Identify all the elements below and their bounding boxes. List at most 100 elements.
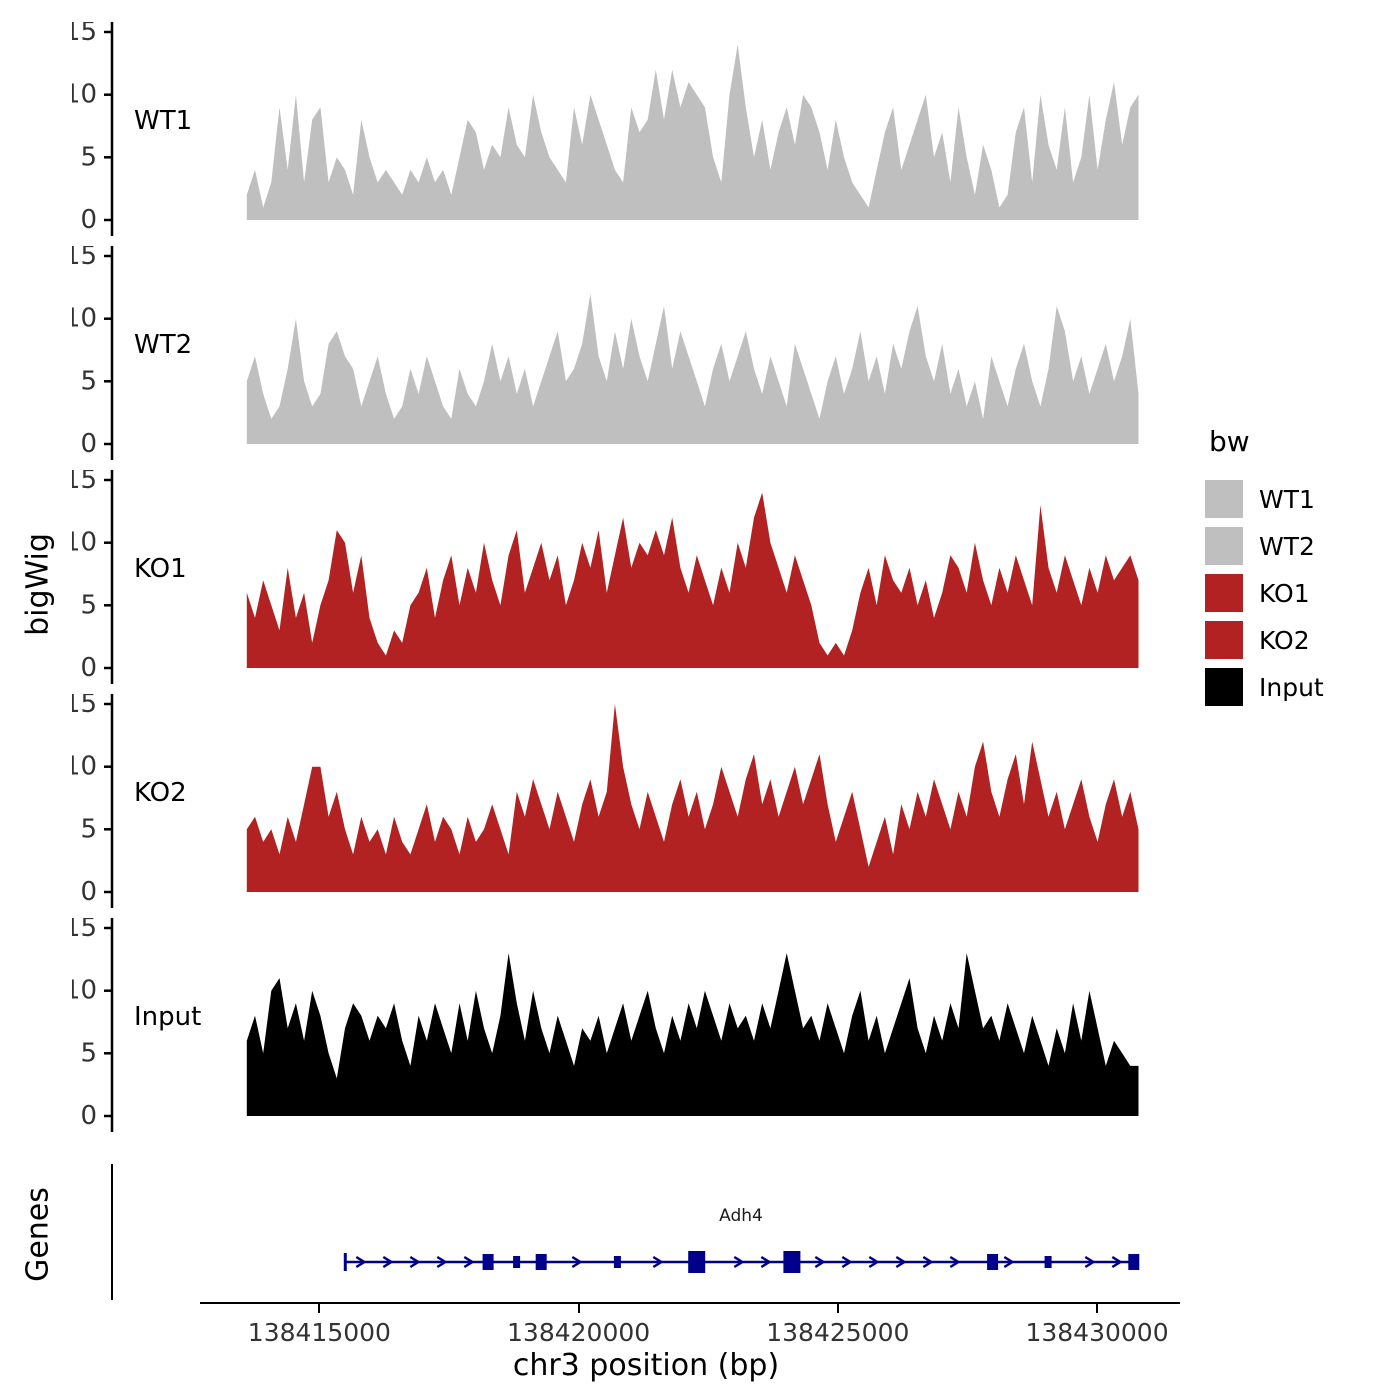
strand-arrow-icon — [571, 1255, 583, 1269]
track-label-ko2: KO2 — [134, 778, 187, 808]
strand-arrow-icon — [868, 1255, 880, 1269]
track-label-input: Input — [134, 1002, 202, 1032]
area-chart-ko2: 15 10 5 0 — [72, 694, 1139, 908]
track-panel-wt2: 15 10 5 0 WT2 — [72, 246, 1180, 460]
legend-item-label-wt1: WT1 — [1259, 484, 1315, 514]
strand-arrow-icon — [949, 1255, 961, 1269]
y-tick-label: 5 — [80, 366, 97, 396]
y-tick-label: 5 — [80, 814, 97, 844]
y-tick-label: 15 — [72, 22, 97, 47]
area-chart-ko1: 15 10 5 0 — [72, 470, 1139, 684]
strand-arrow-icon — [355, 1255, 367, 1269]
track-panel-ko1: 15 10 5 0 KO1 — [72, 470, 1180, 684]
y-tick-label: 0 — [80, 205, 97, 235]
exon-box — [688, 1251, 706, 1273]
area-shape — [246, 44, 1139, 220]
gene-name-label: Adh4 — [719, 1206, 763, 1226]
area-shape — [246, 492, 1139, 668]
area-shape — [246, 953, 1139, 1116]
track-label-wt1: WT1 — [134, 106, 193, 136]
y-tick-label: 15 — [72, 694, 97, 719]
exon-box — [1044, 1256, 1052, 1268]
exon-box — [513, 1256, 521, 1268]
area-chart-wt2: 15 10 5 0 — [72, 246, 1139, 460]
legend-item-ko1: KO1 — [1205, 574, 1395, 612]
y-tick-label: 5 — [80, 142, 97, 172]
y-tick-label: 10 — [72, 752, 97, 782]
y-tick-label: 15 — [72, 470, 97, 495]
track-panel-ko2: 15 10 5 0 KO2 — [72, 694, 1180, 908]
strand-arrow-icon — [436, 1255, 448, 1269]
strand-arrow-icon — [922, 1255, 934, 1269]
legend-item-input: Input — [1205, 668, 1395, 706]
track-label-ko1: KO1 — [134, 554, 187, 584]
y-tick-label: 15 — [72, 246, 97, 271]
x-tick-label-1: 138415000 — [247, 1318, 391, 1347]
exon-box — [535, 1254, 547, 1270]
legend-item-label-wt2: WT2 — [1259, 531, 1315, 561]
legend-item-label-input: Input — [1259, 672, 1324, 702]
legend-swatch-ko1 — [1205, 574, 1243, 612]
area-shape — [246, 293, 1139, 444]
strand-arrow-icon — [1084, 1255, 1096, 1269]
genes-panel-label: Genes — [20, 1187, 56, 1282]
strand-arrow-icon — [733, 1255, 745, 1269]
y-tick-label: 5 — [80, 1038, 97, 1068]
area-chart-input: 15 10 5 0 — [72, 918, 1139, 1132]
strand-arrow-icon — [409, 1255, 421, 1269]
area-chart-wt1: 15 10 5 0 — [72, 22, 1139, 236]
x-tick-label-2: 138420000 — [507, 1318, 651, 1347]
legend-item-wt1: WT1 — [1205, 480, 1395, 518]
track-panel-wt1: 15 10 5 0 WT1 — [72, 22, 1180, 236]
genes-axis-line — [111, 1164, 113, 1300]
strand-arrow-icon — [841, 1255, 853, 1269]
x-tick-mark — [318, 1304, 321, 1313]
x-tick-mark — [836, 1304, 839, 1313]
y-tick-label: 10 — [72, 976, 97, 1006]
x-tick-mark — [577, 1304, 580, 1313]
track-panels: 15 10 5 0 WT1 15 10 5 0 WT2 15 10 5 0 KO1 15 10 5 0 … — [72, 22, 1180, 1142]
legend-item-label-ko1: KO1 — [1259, 578, 1310, 608]
y-tick-label: 10 — [72, 80, 97, 110]
y-tick-label: 0 — [80, 429, 97, 459]
x-tick-mark — [1096, 1304, 1099, 1313]
legend-item-wt2: WT2 — [1205, 527, 1395, 565]
legend-title: bw — [1209, 425, 1250, 458]
y-tick-label: 10 — [72, 304, 97, 334]
legend-swatch-wt1 — [1205, 480, 1243, 518]
gene-track — [343, 1251, 1140, 1273]
y-tick-label: 15 — [72, 918, 97, 943]
y-tick-label: 0 — [80, 653, 97, 683]
x-axis-line — [200, 1302, 1180, 1304]
exon-box — [613, 1256, 621, 1268]
y-tick-label: 10 — [72, 528, 97, 558]
legend-swatch-ko2 — [1205, 621, 1243, 659]
legend-swatch-input — [1205, 668, 1243, 706]
x-tick-label-3: 138425000 — [766, 1318, 910, 1347]
x-axis-title: chr3 position (bp) — [512, 1348, 780, 1383]
area-shape — [246, 704, 1139, 892]
y-tick-label: 5 — [80, 590, 97, 620]
strand-arrow-icon — [814, 1255, 826, 1269]
exon-box — [987, 1254, 999, 1270]
exon-box — [482, 1254, 494, 1270]
legend-item-label-ko2: KO2 — [1259, 625, 1310, 655]
y-tick-label: 0 — [80, 1101, 97, 1131]
exon-box — [1128, 1254, 1140, 1270]
strand-arrow-icon — [895, 1255, 907, 1269]
track-label-wt2: WT2 — [134, 330, 193, 360]
legend-item-ko2: KO2 — [1205, 621, 1395, 659]
exon-box — [783, 1251, 801, 1273]
legend-swatch-wt2 — [1205, 527, 1243, 565]
strand-arrow-icon — [463, 1255, 475, 1269]
track-panel-input: 15 10 5 0 Input — [72, 918, 1180, 1132]
y-tick-label: 0 — [80, 877, 97, 907]
y-axis-label: bigWig — [20, 533, 56, 636]
strand-arrow-icon — [760, 1255, 772, 1269]
strand-arrow-icon — [1111, 1255, 1123, 1269]
legend: bw WT1 WT2 KO1 KO2 Input — [1205, 425, 1395, 715]
strand-arrow-icon — [1003, 1255, 1015, 1269]
x-tick-label-4: 138430000 — [1025, 1318, 1169, 1347]
strand-arrow-icon — [382, 1255, 394, 1269]
